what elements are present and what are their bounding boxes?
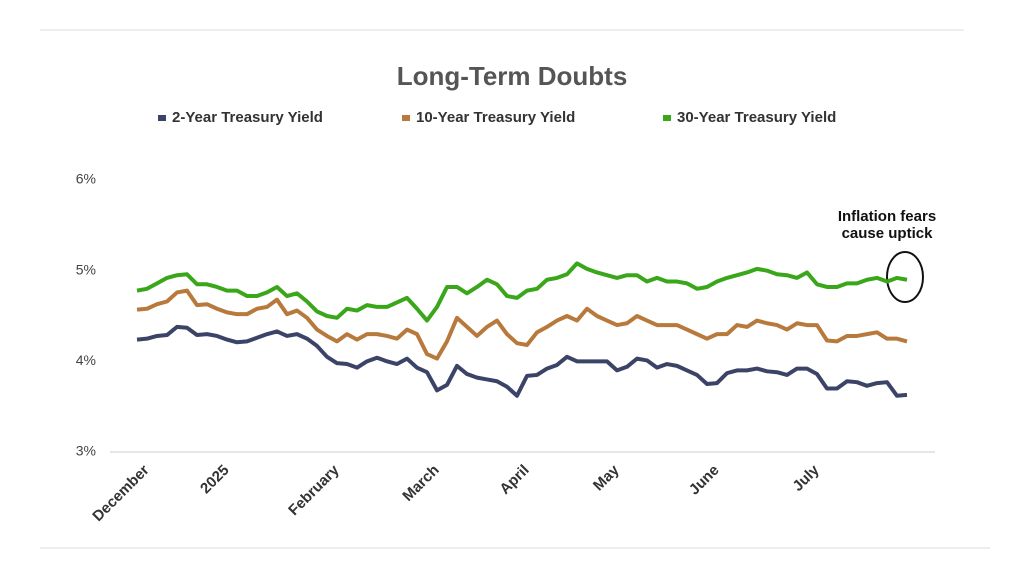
x-tick-label: February — [285, 461, 343, 519]
legend-marker — [402, 115, 410, 121]
legend-marker — [663, 115, 671, 121]
x-tick-label: June — [686, 462, 723, 499]
series-line — [136, 288, 908, 361]
x-tick-label: 2025 — [197, 462, 233, 498]
x-tick-label: April — [496, 462, 532, 498]
annotation: Inflation fears — [838, 208, 936, 225]
y-tick-label: 4% — [76, 352, 96, 368]
legend-label: 10-Year Treasury Yield — [416, 109, 575, 126]
chart-title: Long-Term Doubts — [397, 61, 628, 91]
series-line — [136, 261, 908, 323]
legend-label: 2-Year Treasury Yield — [172, 109, 323, 126]
annotation-circle — [886, 251, 924, 303]
x-tick-label: March — [399, 462, 442, 505]
annotation: cause uptick — [842, 225, 934, 242]
x-tick-label: December — [89, 462, 152, 525]
legend-label: 30-Year Treasury Yield — [677, 109, 836, 126]
x-tick-label: July — [789, 461, 823, 495]
x-tick-label: May — [590, 461, 623, 494]
legend-marker — [158, 115, 166, 121]
y-tick-label: 3% — [76, 443, 96, 459]
series-line — [136, 324, 908, 398]
y-tick-label: 5% — [76, 261, 96, 277]
y-tick-label: 6% — [76, 171, 96, 187]
